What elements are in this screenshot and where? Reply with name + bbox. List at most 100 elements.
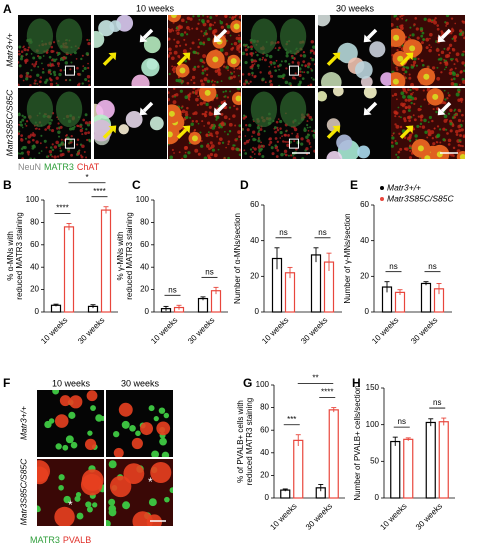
nucleus [68, 411, 76, 419]
speck [454, 22, 457, 25]
speck [191, 27, 194, 30]
legend-label: Matr3S85C/S85C [387, 193, 454, 203]
speck [245, 123, 248, 127]
speck [224, 51, 229, 56]
speck [172, 88, 176, 90]
speck [35, 140, 39, 144]
micrograph [94, 88, 167, 159]
speck [243, 149, 246, 152]
speck [168, 91, 170, 94]
speck [41, 62, 43, 65]
speck [250, 58, 254, 62]
speck [284, 153, 288, 157]
speck [459, 144, 462, 147]
speck [57, 65, 60, 67]
nucleus [113, 430, 120, 438]
speck [27, 135, 31, 139]
speck [310, 118, 314, 121]
speck [238, 153, 241, 157]
speck [450, 78, 454, 81]
speck [58, 72, 62, 77]
speck [238, 34, 240, 37]
arrow-head [182, 52, 191, 61]
arrow [440, 101, 452, 113]
speck [238, 124, 241, 128]
bar [284, 272, 296, 313]
speck [32, 144, 36, 149]
y-tick-label: 80 [30, 218, 39, 227]
speck [257, 145, 261, 149]
bar [197, 297, 209, 313]
speck [291, 61, 295, 64]
speck [235, 36, 239, 41]
speck [459, 70, 463, 74]
speck [209, 146, 213, 150]
y-tick-label: 20 [250, 271, 259, 280]
speck [404, 106, 408, 110]
y-tick-label: 40 [360, 236, 369, 245]
speck [249, 155, 252, 158]
speck [295, 148, 298, 151]
neuron [354, 61, 373, 79]
speck [304, 64, 308, 67]
nucleus [37, 507, 41, 513]
speck [408, 73, 411, 76]
speck [18, 64, 22, 68]
speck [295, 134, 299, 139]
speck [409, 149, 412, 153]
speck [255, 51, 257, 54]
speck [69, 68, 72, 71]
speck [430, 46, 433, 49]
speck [51, 129, 55, 133]
speck [219, 20, 222, 22]
y-tick-label: 20 [360, 271, 369, 280]
y-tick-label: 0 [255, 307, 260, 316]
speck [245, 53, 249, 56]
speck [172, 100, 177, 105]
speck [172, 70, 176, 74]
speck [450, 17, 454, 20]
speck [394, 115, 397, 118]
speck [236, 47, 240, 51]
speck [197, 15, 201, 18]
speck [81, 54, 84, 57]
y-tick-label: 40 [260, 448, 269, 457]
arrow-head [182, 125, 191, 134]
speck [169, 155, 174, 159]
speck [455, 92, 460, 97]
pv-cell [156, 421, 171, 436]
speck [291, 56, 294, 60]
speck [25, 124, 28, 127]
speck [172, 29, 175, 32]
speck [209, 126, 213, 129]
speck [206, 73, 209, 77]
speck [402, 88, 407, 93]
speck [425, 46, 429, 50]
speck [409, 88, 412, 92]
arrow [142, 101, 154, 113]
roi-box [288, 65, 299, 76]
speck [299, 70, 302, 73]
speck [294, 77, 297, 80]
micrograph [242, 88, 315, 159]
nucleus [459, 154, 465, 159]
speck [242, 114, 246, 117]
speck [47, 63, 51, 67]
speck [455, 113, 458, 116]
speck [391, 136, 395, 140]
bar [280, 489, 291, 499]
speck [248, 138, 251, 141]
speck [87, 42, 91, 46]
speck [238, 135, 241, 139]
speck [429, 19, 432, 21]
nucleus [87, 430, 93, 436]
speck [203, 61, 206, 64]
speck [302, 50, 306, 54]
speck [33, 157, 36, 159]
speck [461, 61, 465, 65]
speck [462, 120, 464, 122]
speck [396, 98, 398, 101]
sig-label: ns [205, 267, 213, 276]
speck [253, 147, 257, 151]
speck [81, 127, 84, 130]
